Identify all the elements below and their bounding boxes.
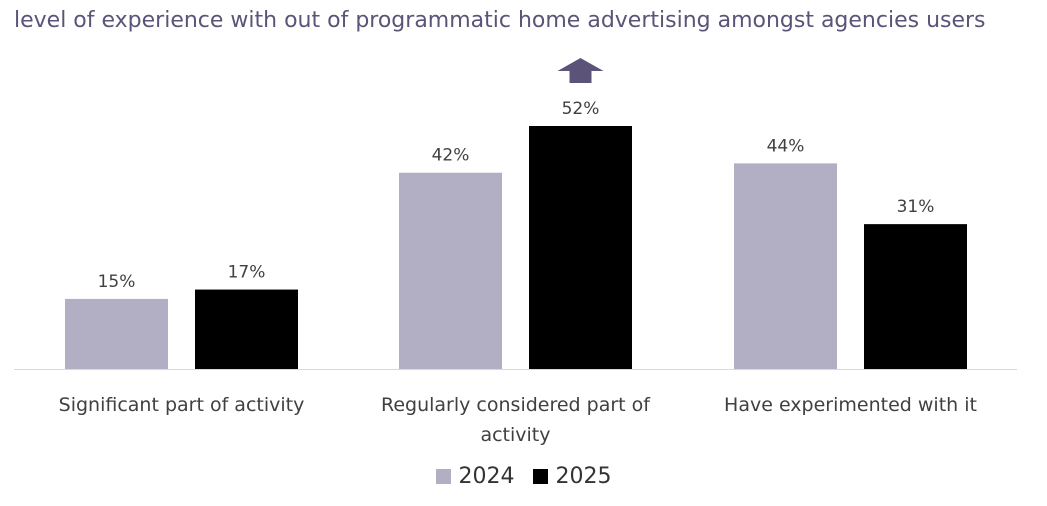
arrow-up-icon <box>557 58 604 83</box>
data-label-2025-2: 31% <box>897 197 935 217</box>
legend-swatch-2025 <box>532 469 548 484</box>
bar-2025-1 <box>529 126 632 369</box>
legend: 2024 2025 <box>0 464 1047 489</box>
category-label-2: Have experimented with it <box>724 394 977 416</box>
category-label-0: Significant part of activity <box>59 394 305 416</box>
data-label-2024-1: 42% <box>432 146 470 166</box>
bar-2024-1 <box>399 172 502 369</box>
bar-2025-2 <box>864 224 967 369</box>
legend-item-2024: 2024 <box>435 464 515 489</box>
bar-2024-0 <box>65 298 168 369</box>
bar-2024-2 <box>734 163 837 369</box>
category-label-1: Regularly considered part of activity <box>381 394 651 446</box>
legend-label-2025: 2025 <box>555 464 612 489</box>
data-label-2024-2: 44% <box>767 136 805 156</box>
legend-item-2025: 2025 <box>532 464 612 489</box>
data-label-2025-1: 52% <box>562 99 600 119</box>
bar-2025-0 <box>195 289 298 369</box>
legend-label-2024: 2024 <box>458 464 515 489</box>
data-label-2025-0: 17% <box>228 263 266 283</box>
chart-title: level of experience with out of programm… <box>14 8 986 33</box>
legend-swatch-2024 <box>435 469 451 484</box>
data-label-2024-0: 15% <box>98 272 136 292</box>
